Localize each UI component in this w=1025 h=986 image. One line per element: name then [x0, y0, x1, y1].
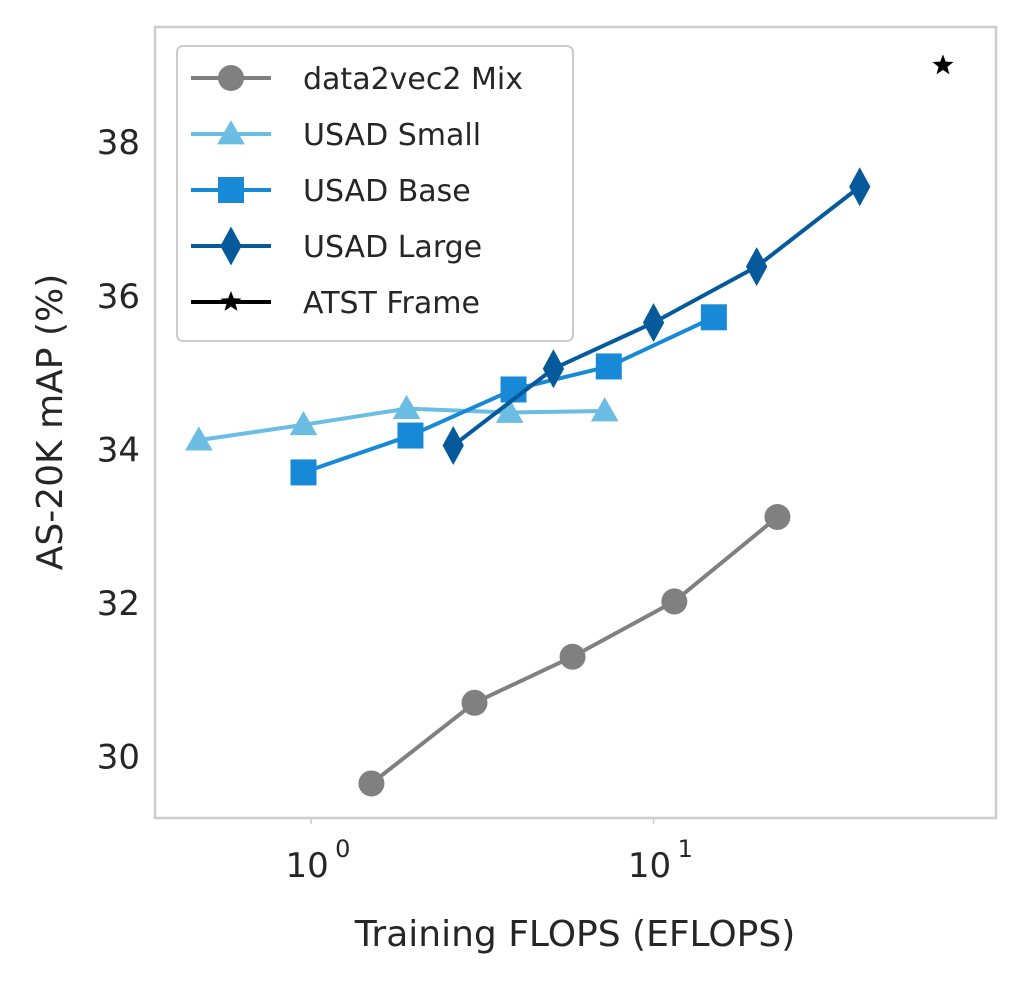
legend-marker [220, 226, 242, 266]
y-tick-label: 32 [97, 584, 140, 624]
data-point [700, 304, 727, 331]
x-tick-exponent: 1 [678, 835, 693, 863]
data-point [289, 411, 318, 436]
data-point [392, 394, 421, 420]
data-point [590, 397, 619, 422]
legend-label: USAD Small [303, 118, 481, 153]
x-tick-label: 10 [285, 846, 328, 886]
data-point [495, 398, 524, 423]
data-point [397, 422, 424, 449]
data-point [185, 426, 213, 451]
y-tick-label: 38 [97, 123, 140, 163]
series-usad-large [442, 167, 871, 466]
legend-marker [218, 177, 244, 203]
legend-label: data2vec2 Mix [303, 62, 523, 97]
legend-marker [217, 120, 245, 145]
data-point [661, 588, 688, 615]
y-tick-label: 34 [97, 430, 140, 470]
series-data2vec2-mix [358, 503, 791, 797]
series-usad-base [290, 304, 727, 486]
x-axis-label: Training FLOPS (EFLOPS) [354, 914, 796, 955]
data-point [358, 770, 385, 797]
legend-frame [176, 45, 574, 342]
y-tick-label: 36 [97, 277, 140, 317]
x-tick-exponent: 0 [335, 835, 350, 863]
legend-marker [220, 291, 242, 311]
x-axis-ticks: 10 0 10 1 [285, 818, 693, 886]
data-point [461, 689, 488, 716]
y-axis-label: AS-20K mAP (%) [30, 274, 71, 570]
legend-label: ATST Frame [303, 286, 480, 321]
data-point [559, 643, 586, 670]
data-point [642, 303, 665, 343]
series-atst-frame [932, 54, 954, 75]
y-tick-label: 30 [97, 738, 140, 778]
data-point [745, 247, 768, 287]
y-axis-ticks: 30 32 34 36 38 [97, 123, 140, 777]
data-point [442, 426, 464, 466]
data-point [290, 459, 317, 486]
legend: data2vec2 Mix USAD Small USAD Base USAD Lar… [176, 45, 574, 342]
legend-label: USAD Large [303, 230, 482, 265]
data-point [849, 167, 871, 207]
plot-frame [153, 25, 998, 820]
data-point [764, 503, 791, 530]
data-point [542, 349, 565, 389]
data-point [932, 54, 954, 75]
legend-label: USAD Base [303, 174, 471, 209]
legend-marker [218, 65, 244, 91]
series-usad-small [185, 394, 619, 451]
series-layer [185, 54, 954, 797]
x-tick-label: 10 [628, 846, 671, 886]
data-point [595, 353, 622, 380]
